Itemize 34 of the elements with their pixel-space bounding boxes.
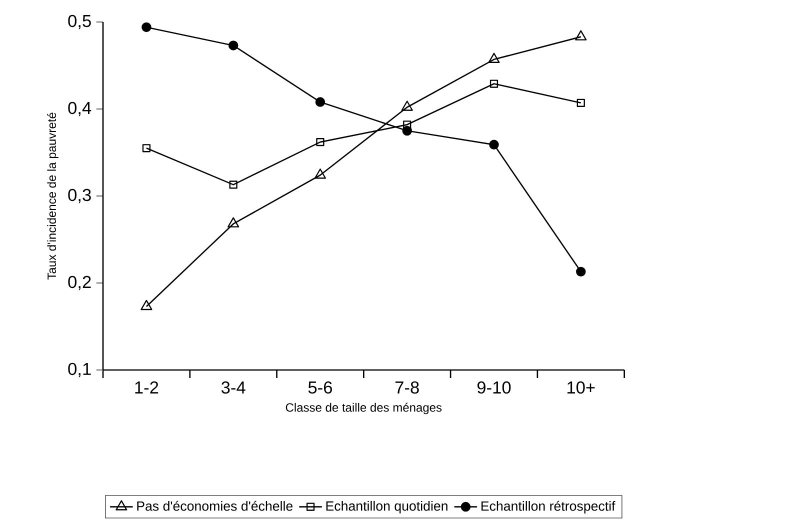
x-tick-label: 1-2 — [135, 381, 158, 394]
y-tick-label: 0,3 — [68, 188, 91, 204]
point — [315, 97, 326, 107]
point — [402, 126, 412, 136]
point — [575, 30, 587, 40]
point — [576, 98, 585, 107]
point — [316, 138, 324, 146]
legend-label: Echantillon quotidien — [326, 500, 448, 514]
point — [490, 80, 498, 88]
point — [401, 100, 413, 111]
legend-label: Echantillon rétrospectif — [481, 500, 616, 514]
point — [228, 217, 240, 228]
x-tick-label: 3-4 — [221, 381, 246, 394]
point — [229, 180, 238, 189]
point — [403, 120, 412, 129]
point — [140, 300, 152, 310]
point — [142, 22, 152, 32]
legend-label: Pas d'économies d'échelle — [137, 500, 293, 511]
point — [228, 40, 238, 50]
y-axis-title: Taux d'incidence de la pauvreté — [47, 112, 58, 280]
point — [142, 144, 151, 152]
y-tick-label: 0,5 — [68, 14, 91, 30]
x-tick-label: 5-6 — [308, 381, 332, 394]
point — [489, 140, 499, 150]
x-tick-label: 9-10 — [477, 381, 511, 394]
x-tick-label: 7-8 — [395, 381, 419, 394]
y-tick-label: 0,2 — [68, 276, 91, 290]
point — [488, 52, 500, 64]
y-tick-label: 0,1 — [68, 362, 91, 378]
x-tick-label: 10+ — [567, 381, 595, 394]
x-axis-title: Classe de taille des ménages — [286, 402, 442, 414]
point — [576, 266, 586, 277]
y-tick-label: 0,4 — [68, 102, 92, 116]
point — [314, 168, 326, 179]
